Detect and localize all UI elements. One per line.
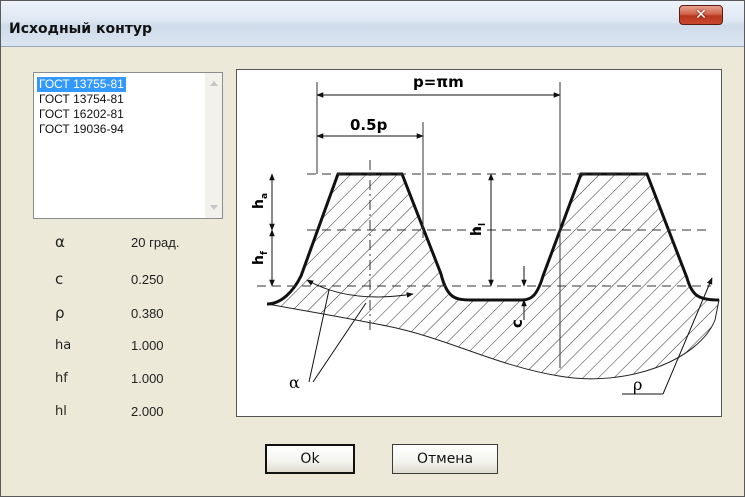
tooth-profile-line <box>266 172 720 306</box>
title-bar[interactable]: Исходный контур ✕ <box>1 1 744 47</box>
param-hl-symbol: hl <box>55 404 67 419</box>
alpha-arc <box>306 279 414 298</box>
param-hf-value: 1.000 <box>131 371 164 386</box>
param-hf-symbol: hf <box>55 371 68 386</box>
c-label: c <box>508 319 526 328</box>
standard-item[interactable]: ГОСТ 19036-94 <box>39 122 124 136</box>
hatched-material <box>266 173 720 380</box>
hf-label: h <box>251 255 267 265</box>
param-rho-value: 0.380 <box>131 306 164 321</box>
svg-text:ha: ha <box>251 193 270 209</box>
pitch-label: p=πm <box>413 73 464 91</box>
hl-subscript: l <box>478 223 488 226</box>
cancel-button[interactable]: Отмена <box>392 444 498 474</box>
param-alpha-symbol: α <box>55 233 65 251</box>
ha-subscript: a <box>260 193 270 199</box>
standard-item[interactable]: ГОСТ 13755-81 <box>37 77 126 92</box>
hl-label: h <box>469 226 485 236</box>
param-rho-symbol: ρ <box>55 304 65 322</box>
param-c-value: 0.250 <box>131 272 164 287</box>
standard-item[interactable]: ГОСТ 16202-81 <box>39 107 124 121</box>
standard-item[interactable]: ГОСТ 13754-81 <box>39 92 124 106</box>
rho-label: ρ <box>633 375 642 394</box>
param-alpha-value: 20 град. <box>131 235 180 250</box>
param-ha-value: 1.000 <box>131 338 164 353</box>
ok-button[interactable]: Ok <box>265 444 355 474</box>
param-hl-value: 2.000 <box>131 404 164 419</box>
list-scrollbar[interactable] <box>205 73 222 218</box>
param-ha-symbol: ha <box>55 338 72 353</box>
param-c-symbol: c <box>55 270 64 288</box>
svg-text:hl: hl <box>469 223 488 236</box>
scroll-down-icon[interactable] <box>210 205 218 210</box>
dialog-client-area: ГОСТ 13755-81 ГОСТ 13754-81 ГОСТ 16202-8… <box>9 47 729 489</box>
close-button[interactable]: ✕ <box>679 5 723 25</box>
standards-listbox[interactable]: ГОСТ 13755-81 ГОСТ 13754-81 ГОСТ 16202-8… <box>33 72 223 219</box>
hf-subscript: f <box>260 251 270 255</box>
window-title: Исходный контур <box>9 21 153 37</box>
ha-label: h <box>251 199 267 209</box>
svg-text:hf: hf <box>251 251 270 265</box>
half-pitch-label: 0.5p <box>350 116 388 134</box>
alpha-label: α <box>289 373 300 392</box>
profile-diagram: p=πm 0.5p ha hf hl c α ρ <box>236 69 722 417</box>
close-icon: ✕ <box>695 7 707 23</box>
profile-drawing: p=πm 0.5p ha hf hl c α ρ <box>251 73 720 395</box>
scroll-up-icon[interactable] <box>210 81 218 86</box>
